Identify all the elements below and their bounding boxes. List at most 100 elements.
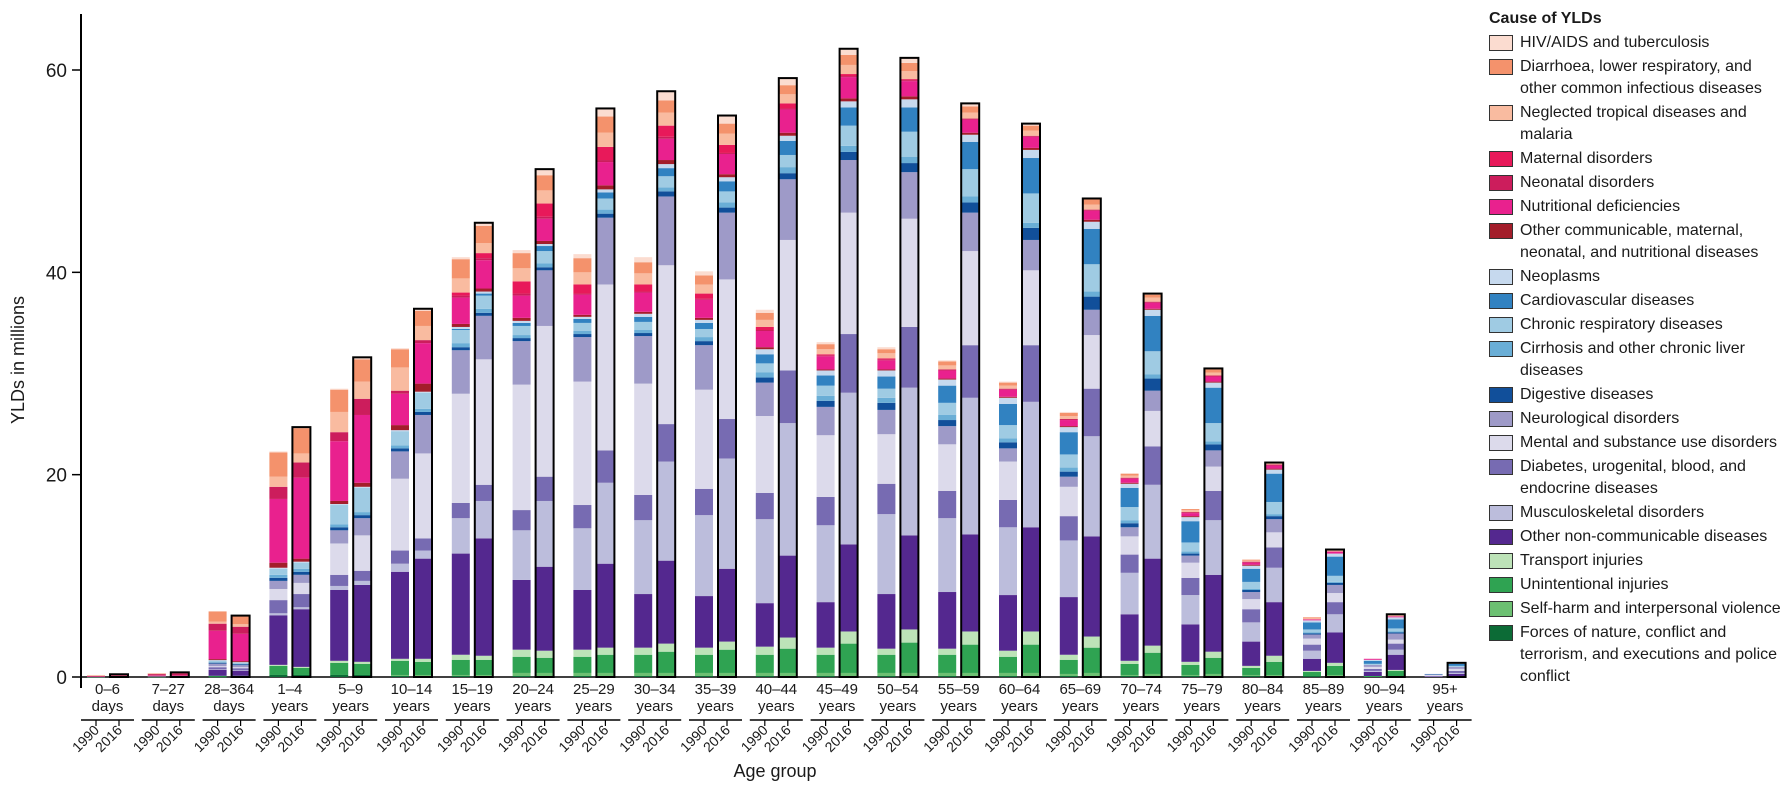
legend-swatch bbox=[1489, 105, 1513, 121]
legend-title: Cause of YLDs bbox=[1489, 10, 1602, 27]
bar-segment bbox=[292, 561, 311, 563]
bar-group bbox=[573, 107, 616, 678]
bar-segment bbox=[231, 670, 250, 671]
bar-segment bbox=[269, 665, 288, 675]
bar-segment bbox=[657, 164, 676, 169]
bar-segment bbox=[596, 162, 615, 186]
bar-segment bbox=[938, 385, 957, 403]
legend-swatch bbox=[1489, 435, 1513, 451]
bar-segment bbox=[778, 85, 797, 95]
bar-segment bbox=[839, 77, 858, 99]
bar-segment bbox=[1022, 672, 1040, 676]
bar-segment bbox=[1204, 441, 1223, 445]
bar-segment bbox=[938, 654, 957, 673]
bar-segment bbox=[269, 580, 288, 589]
bar-segment bbox=[1204, 387, 1223, 424]
bar-segment bbox=[755, 312, 774, 320]
bar-segment bbox=[596, 132, 615, 147]
bar-segment bbox=[353, 584, 372, 662]
bar-segment bbox=[1082, 219, 1101, 222]
bar-segment bbox=[839, 76, 858, 78]
bar-segment bbox=[573, 322, 592, 332]
bar-segment bbox=[1059, 419, 1078, 421]
bar-segment bbox=[451, 297, 470, 324]
bar-segment bbox=[718, 419, 736, 459]
bar-segment bbox=[1326, 674, 1344, 676]
bar-segment bbox=[1143, 446, 1162, 485]
bar-segment bbox=[1181, 675, 1200, 677]
bar-segment bbox=[451, 502, 470, 519]
bar-segment bbox=[1204, 423, 1223, 442]
legend-label: Musculoskeletal disorders bbox=[1520, 504, 1705, 521]
bar-segment bbox=[999, 425, 1017, 439]
bar-segment bbox=[231, 670, 250, 676]
bar-segment bbox=[657, 168, 676, 177]
bar-segment bbox=[512, 322, 531, 326]
bar-segment bbox=[634, 647, 653, 655]
bar-segment bbox=[1265, 464, 1284, 466]
age-group-label: 7–27 bbox=[152, 681, 185, 698]
bar-segment bbox=[1082, 672, 1101, 676]
bar-segment bbox=[634, 520, 653, 595]
bar-segment bbox=[877, 594, 896, 649]
bar-segment bbox=[414, 558, 432, 659]
bar-segment bbox=[414, 308, 432, 311]
bar-segment bbox=[778, 179, 797, 240]
bar-segment bbox=[1447, 663, 1466, 666]
bar-segment bbox=[1022, 644, 1040, 673]
bar-segment bbox=[1120, 536, 1139, 555]
bar-segment bbox=[1181, 509, 1200, 511]
age-group-label: years bbox=[1062, 698, 1099, 715]
bar-segment bbox=[1181, 595, 1200, 625]
bar-segment bbox=[208, 660, 227, 661]
bar-segment bbox=[938, 444, 957, 491]
bar-segment bbox=[451, 350, 470, 394]
year-label: 2016 bbox=[943, 722, 976, 755]
bar-segment bbox=[755, 492, 774, 520]
bar-segment bbox=[1242, 589, 1261, 593]
bar-outline-2016 bbox=[534, 168, 555, 678]
bar-segment bbox=[391, 660, 409, 675]
bar-segment bbox=[391, 393, 409, 426]
bar-segment bbox=[1059, 597, 1078, 655]
bar-segment bbox=[1363, 658, 1382, 660]
bar-segment bbox=[1265, 532, 1284, 548]
bar-segment bbox=[1242, 622, 1261, 642]
bar-group bbox=[330, 356, 373, 678]
bar-segment bbox=[474, 500, 493, 539]
bar-outline-2016 bbox=[169, 671, 190, 678]
bar-segment bbox=[657, 196, 676, 266]
bar-segment bbox=[1120, 554, 1139, 573]
bar-segment bbox=[634, 336, 653, 384]
bar-segment bbox=[900, 62, 919, 72]
year-label: 2016 bbox=[821, 722, 854, 755]
bar-segment bbox=[1386, 619, 1405, 629]
age-group-label: years bbox=[1305, 698, 1342, 715]
age-group-label: 45–49 bbox=[816, 681, 858, 698]
x-axis-title: Age group bbox=[733, 761, 816, 781]
bar-segment bbox=[269, 615, 288, 665]
bar-segment bbox=[1326, 581, 1344, 583]
bar-segment bbox=[353, 535, 372, 571]
bar-segment bbox=[1204, 450, 1223, 467]
bar-group bbox=[451, 221, 494, 679]
legend-item: Cardiovascular diseases bbox=[1489, 290, 1784, 312]
bar-segment bbox=[695, 345, 713, 390]
age-group-label: years bbox=[1366, 698, 1403, 715]
bar-segment bbox=[877, 514, 896, 595]
bar-segment bbox=[1303, 644, 1321, 651]
bar-segment bbox=[718, 123, 736, 134]
bar-segment bbox=[1303, 675, 1321, 677]
legend-label: Neurological disorders bbox=[1520, 410, 1680, 427]
bar-segment bbox=[778, 637, 797, 649]
bar-segment bbox=[1181, 517, 1200, 522]
bar-segment bbox=[208, 611, 227, 622]
bar-segment bbox=[1120, 572, 1139, 615]
bar-segment bbox=[695, 596, 713, 648]
bar-segment bbox=[474, 288, 493, 292]
bar-segment bbox=[1363, 675, 1382, 677]
bar-segment bbox=[1059, 427, 1078, 433]
bar-segment bbox=[269, 451, 288, 453]
bar-segment bbox=[208, 660, 227, 663]
